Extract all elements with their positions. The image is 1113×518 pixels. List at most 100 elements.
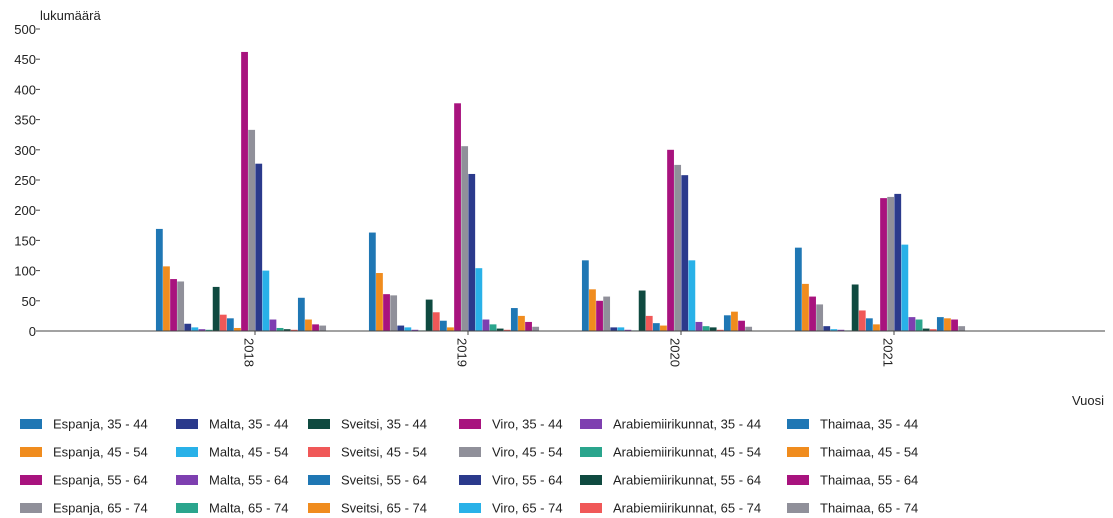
bar (297, 297, 305, 331)
legend-swatch (176, 447, 198, 457)
bar (503, 329, 511, 331)
legend-label: Thaimaa, 35 - 44 (820, 417, 918, 432)
bar (425, 299, 433, 331)
legend-swatch (176, 419, 198, 429)
bar (510, 308, 518, 331)
x-tick-label: 2018 (242, 338, 257, 367)
legend-swatch (308, 503, 330, 513)
bar (368, 232, 376, 331)
legend-label: Sveitsi, 55 - 64 (341, 473, 427, 488)
bar (248, 129, 256, 331)
bar (198, 329, 206, 331)
y-tick-label: 450 (14, 52, 36, 67)
legend-label: Espanja, 55 - 64 (53, 473, 148, 488)
bar (681, 175, 689, 331)
bar (731, 311, 738, 331)
bar (397, 325, 405, 331)
bar (496, 328, 504, 331)
bar (411, 329, 419, 331)
bar (603, 296, 611, 331)
bar (951, 319, 958, 331)
bar (234, 327, 241, 331)
legend-swatch (580, 419, 602, 429)
bar (432, 312, 440, 331)
bar (652, 323, 660, 331)
legend-label: Arabiemiirikunnat, 35 - 44 (613, 417, 761, 432)
legend-swatch (20, 447, 42, 457)
bar (447, 327, 454, 331)
legend-swatch (176, 475, 198, 485)
bar (738, 320, 745, 331)
y-tick-label: 300 (14, 143, 36, 158)
bar (482, 319, 490, 331)
legend-label: Thaimaa, 45 - 54 (820, 445, 918, 460)
legend-label: Viro, 65 - 74 (492, 501, 563, 516)
bar (376, 273, 383, 331)
bar (269, 319, 277, 331)
x-axis-label: Vuosi (1072, 393, 1104, 408)
bar (915, 319, 923, 331)
bar (404, 327, 412, 331)
bar (958, 326, 966, 331)
x-tick-label: 2019 (455, 338, 470, 367)
bar (936, 317, 944, 331)
x-axis: 2018 2019 2020 2021 (242, 331, 896, 367)
bar (439, 320, 447, 331)
legend-swatch (787, 447, 809, 457)
bar (794, 247, 802, 331)
bar (823, 326, 831, 331)
bar (212, 286, 220, 331)
bar (908, 317, 916, 331)
bar (319, 325, 327, 331)
bar (276, 327, 284, 331)
legend-swatch (20, 475, 42, 485)
bar (383, 294, 390, 331)
legend-label: Malta, 45 - 54 (209, 445, 289, 460)
bar (723, 315, 731, 331)
y-tick-label: 150 (14, 233, 36, 248)
legend-label: Malta, 35 - 44 (209, 417, 289, 432)
bar (596, 300, 603, 331)
bar (163, 266, 170, 331)
legend-swatch (787, 475, 809, 485)
bar (929, 329, 937, 331)
legend-label: Thaimaa, 55 - 64 (820, 473, 918, 488)
legend-swatch (459, 447, 481, 457)
bar (660, 325, 667, 331)
legend-swatch (580, 447, 602, 457)
legend-label: Malta, 55 - 64 (209, 473, 289, 488)
legend-label: Malta, 65 - 74 (209, 501, 289, 516)
legend-label: Sveitsi, 35 - 44 (341, 417, 427, 432)
bar (581, 260, 589, 331)
bar (184, 323, 192, 331)
bar (858, 310, 866, 331)
bar (922, 328, 930, 331)
legend: Espanja, 35 - 44 Espanja, 45 - 54 Espanja,… (20, 417, 918, 516)
y-axis: 0 50 100 150 200 250 300 350 400 450 500 (14, 22, 40, 339)
legend-label: Arabiemiirikunnat, 65 - 74 (613, 501, 761, 516)
bar (944, 318, 951, 331)
legend-swatch (176, 503, 198, 513)
bar (645, 315, 653, 331)
y-axis-label: lukumäärä (40, 8, 101, 23)
y-tick-label: 250 (14, 173, 36, 188)
bar (489, 324, 497, 331)
y-tick-label: 400 (14, 82, 36, 97)
bar (709, 327, 717, 331)
bar (525, 321, 532, 331)
bar (475, 268, 483, 331)
legend-swatch (459, 419, 481, 429)
bar (461, 146, 469, 331)
y-tick-label: 0 (29, 324, 36, 339)
bar (219, 314, 227, 331)
bar (255, 163, 263, 331)
y-tick-label: 100 (14, 264, 36, 279)
legend-label: Arabiemiirikunnat, 55 - 64 (613, 473, 761, 488)
bar (716, 329, 724, 331)
bar (624, 329, 632, 331)
bar (155, 228, 163, 331)
legend-swatch (20, 503, 42, 513)
legend-swatch (308, 475, 330, 485)
legend-swatch (459, 503, 481, 513)
x-tick-label: 2020 (668, 338, 683, 367)
